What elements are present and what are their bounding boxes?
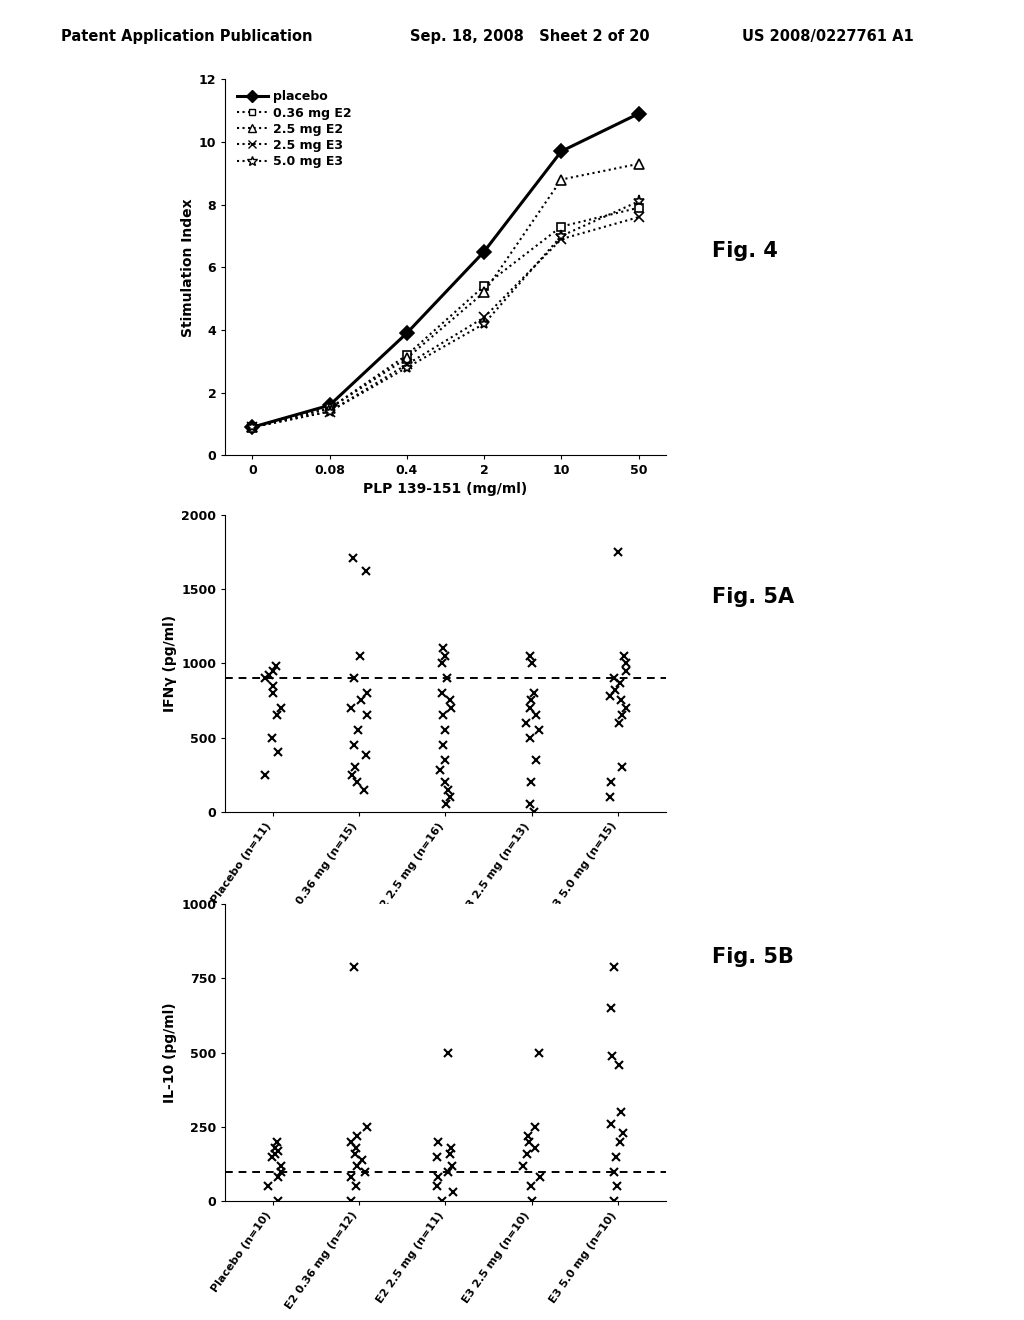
Legend: placebo, 0.36 mg E2, 2.5 mg E2, 2.5 mg E3, 5.0 mg E3: placebo, 0.36 mg E2, 2.5 mg E2, 2.5 mg E…	[231, 86, 356, 173]
Text: Sep. 18, 2008   Sheet 2 of 20: Sep. 18, 2008 Sheet 2 of 20	[410, 29, 649, 44]
Y-axis label: Stimulation Index: Stimulation Index	[180, 198, 195, 337]
Y-axis label: IL-10 (pg/ml): IL-10 (pg/ml)	[163, 1002, 177, 1104]
Text: Fig. 5A: Fig. 5A	[712, 586, 794, 607]
X-axis label: PLP 139-151 (mg/ml): PLP 139-151 (mg/ml)	[364, 482, 527, 495]
Text: Fig. 4: Fig. 4	[712, 240, 777, 261]
Text: Patent Application Publication: Patent Application Publication	[61, 29, 313, 44]
Y-axis label: IFNγ (pg/ml): IFNγ (pg/ml)	[163, 615, 177, 711]
Text: US 2008/0227761 A1: US 2008/0227761 A1	[742, 29, 914, 44]
Text: Fig. 5B: Fig. 5B	[712, 946, 794, 968]
